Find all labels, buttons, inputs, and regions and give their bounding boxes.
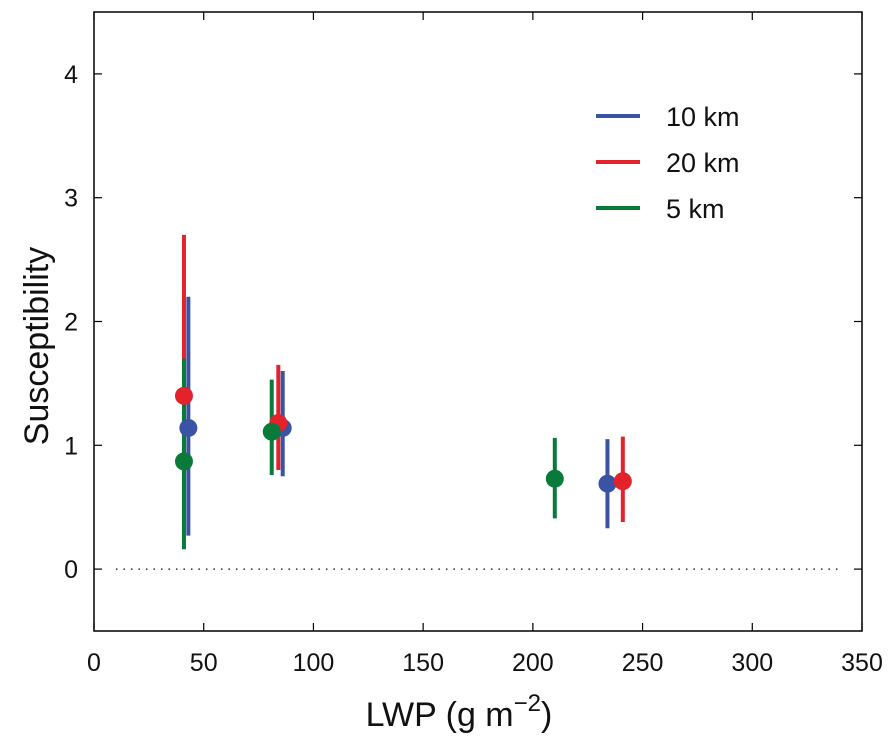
series-layer (174, 234, 632, 550)
plot-area (93, 11, 863, 632)
x-tick-label: 300 (731, 649, 773, 677)
y-tick-label: 2 (64, 309, 78, 337)
x-tick-label: 150 (402, 649, 444, 677)
x-tick-label: 350 (841, 649, 883, 677)
markers-5-km (174, 422, 564, 488)
x-tick-label: 250 (622, 649, 664, 677)
x-tick-label: 0 (87, 649, 101, 677)
x-tick-label: 200 (512, 649, 554, 677)
data-point (598, 474, 617, 493)
data-point (174, 452, 193, 471)
legend: 10 km 20 km 5 km (596, 102, 740, 224)
y-tick-label: 1 (64, 432, 78, 460)
x-tick-label: 100 (293, 649, 335, 677)
data-point (545, 469, 564, 488)
y-axis: 0 1 2 3 4 (64, 61, 862, 584)
x-tick-label: 50 (190, 649, 218, 677)
y-axis-label: Susceptibility (18, 247, 56, 445)
y-tick-label: 3 (64, 185, 78, 213)
markers-20-km (174, 386, 632, 491)
series-5-km (181, 358, 557, 550)
data-point (179, 418, 198, 437)
data-point (174, 386, 193, 405)
plot-frame (93, 11, 863, 632)
data-point (262, 422, 281, 441)
legend-entry-label: 20 km (666, 148, 740, 178)
y-tick-label: 0 (64, 556, 78, 584)
series-10-km (186, 296, 610, 536)
y-tick-label: 4 (64, 61, 78, 89)
legend-entry-label: 10 km (666, 102, 740, 132)
legend-entry-label: 5 km (666, 194, 725, 224)
data-point (613, 472, 632, 491)
x-axis-label: LWP (g m−2) (366, 690, 553, 734)
x-axis: 0 50 100 150 200 250 300 350 (87, 12, 883, 677)
